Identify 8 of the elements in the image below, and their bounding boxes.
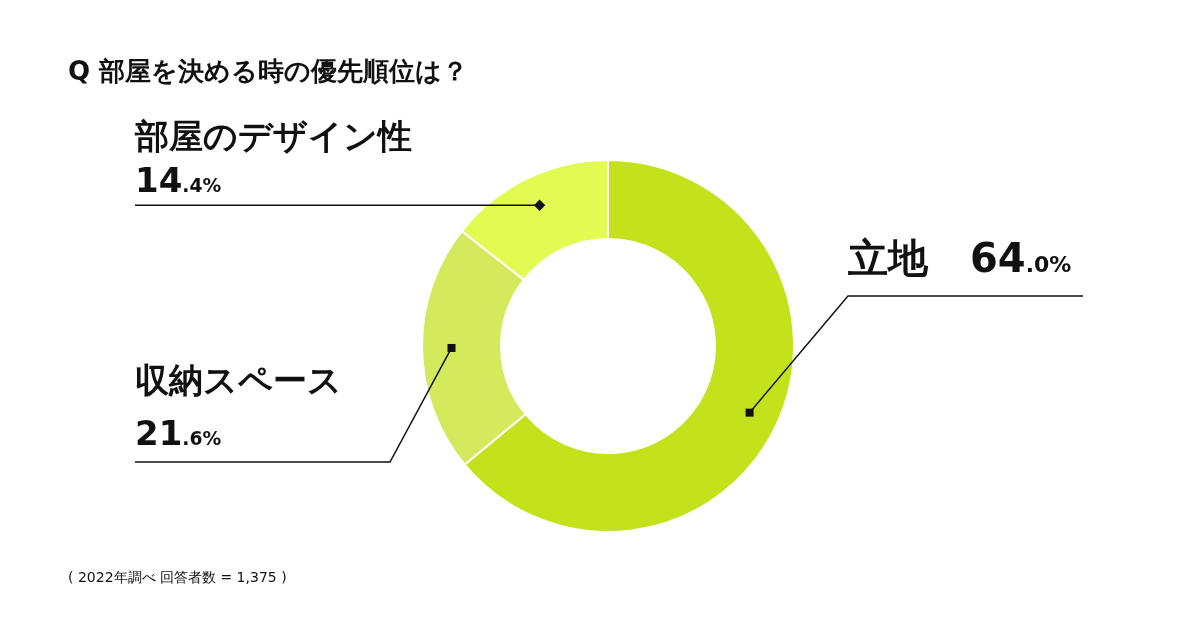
text: ( 2022年調べ 回答者数 = 1,375 ) (68, 569, 287, 585)
data-label: 21.6% (135, 413, 222, 453)
slice-label: 収納スペース (135, 360, 342, 400)
chart-title: Q 部屋を決める時の優先順位は？ (68, 56, 469, 86)
slice-label: 立地 (847, 235, 929, 281)
data-label: 64.0% (970, 235, 1072, 281)
data-label: 14.4% (135, 160, 222, 200)
slice-label: 部屋のデザイン性 (134, 116, 412, 156)
